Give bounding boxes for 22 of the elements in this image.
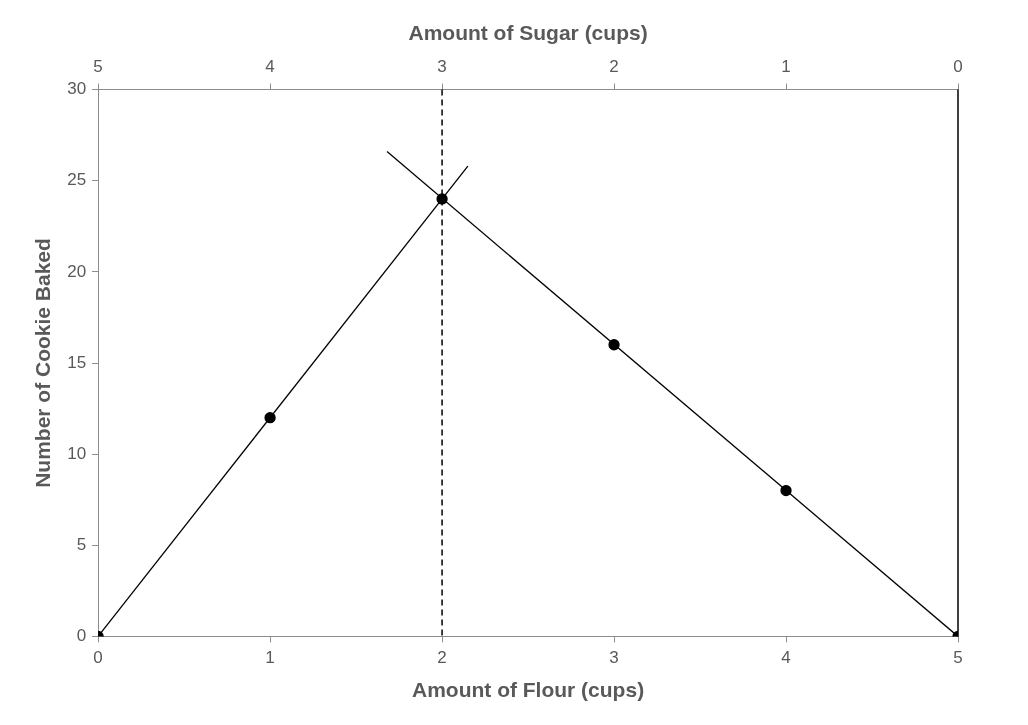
y-tick-label: 30	[67, 79, 87, 99]
y-tick-label: 15	[67, 352, 87, 372]
x-tick-label: 1	[265, 648, 275, 668]
x-tick-label: 3	[609, 648, 619, 668]
x2-axis-title: Amount of Sugar (cups)	[408, 21, 648, 45]
x2-tick-label: 4	[265, 57, 275, 77]
x2-tick-label: 3	[437, 57, 447, 77]
x-tick-label: 0	[93, 648, 103, 668]
y-tick-label: 5	[76, 534, 87, 554]
y-tick-label: 10	[67, 443, 87, 463]
x2-tick-label: 2	[609, 57, 619, 77]
x-axis-title: Amount of Flour (cups)	[411, 678, 645, 702]
x-tick-label: 4	[781, 648, 791, 668]
y-tick-label: 20	[67, 261, 87, 281]
x2-tick-label: 0	[953, 57, 963, 77]
x-tick-label: 2	[437, 648, 447, 668]
y-tick-label: 25	[67, 170, 87, 190]
x-tick-label: 5	[953, 648, 963, 668]
y-axis-title: Number of Cookie Baked	[31, 238, 55, 488]
y-tick-label: 0	[76, 626, 87, 646]
x2-tick-label: 1	[781, 57, 791, 77]
x2-tick-label: 5	[93, 57, 103, 77]
